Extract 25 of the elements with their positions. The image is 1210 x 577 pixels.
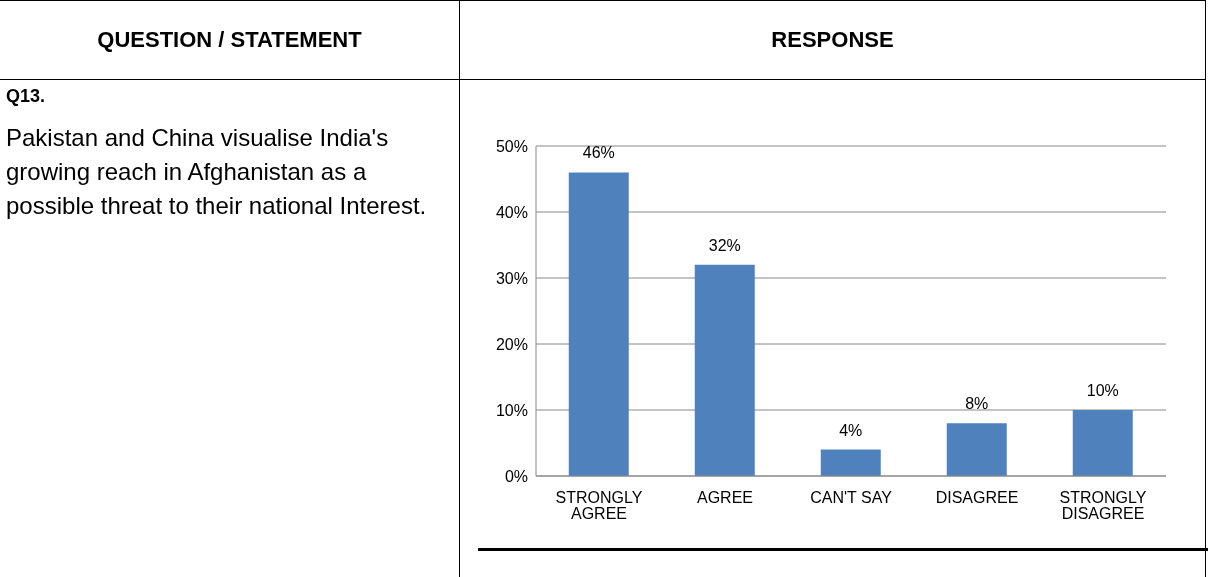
data-label: 8%: [965, 395, 989, 413]
y-tick-label: 20%: [495, 335, 528, 353]
y-tick-label: 10%: [495, 401, 528, 419]
text: QUESTION / STATEMENT: [0, 0, 460, 80]
x-tick-label: CAN'T SAY: [810, 489, 893, 507]
text: Q13.: [6, 86, 47, 107]
text: Pakistan and China visualise India's growing reach in Afghanistan as a possible threat to their national Interest.: [6, 123, 428, 221]
y-tick-label: 0%: [504, 467, 528, 485]
bar: [694, 264, 755, 476]
x-tick-label: STRONGLY DISAGREE: [1059, 489, 1147, 523]
y-tick-label: 40%: [495, 203, 528, 221]
bar: [820, 449, 881, 476]
x-tick-label: STRONGLY AGREE: [555, 489, 643, 523]
data-label: 46%: [582, 144, 615, 162]
text: RESPONSE: [460, 0, 1206, 80]
y-tick-label: 50%: [495, 137, 528, 155]
data-label: 10%: [1086, 382, 1119, 399]
bar: [568, 172, 629, 476]
bar: [946, 423, 1007, 476]
y-tick-label: 30%: [495, 269, 528, 287]
x-tick-label: DISAGREE: [935, 489, 1019, 507]
data-label: 32%: [708, 236, 741, 254]
data-label: 4%: [839, 421, 863, 439]
bar: [1072, 410, 1133, 476]
x-tick-label: AGREE: [696, 489, 754, 507]
